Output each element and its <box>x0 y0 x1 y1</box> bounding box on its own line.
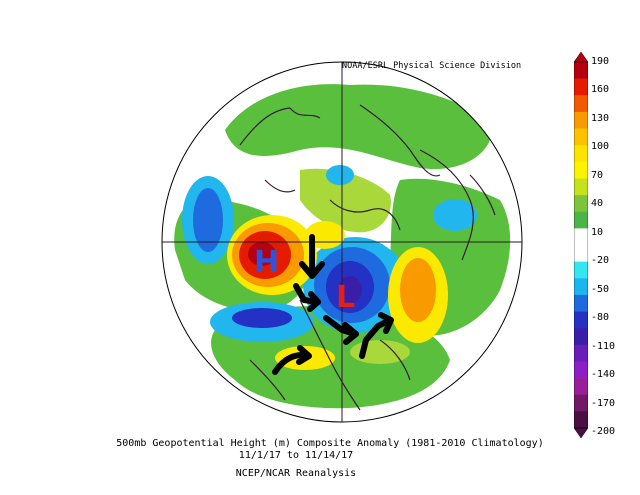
colorbar-cell <box>574 261 588 279</box>
colorbar-top-arrow <box>574 52 588 63</box>
colorbar-cell <box>574 245 588 262</box>
anomaly-blue-southwest-core <box>232 308 292 328</box>
colorbar-cell <box>574 178 588 196</box>
anomaly-blue-north <box>326 165 354 185</box>
caption-source: NCEP/NCAR Reanalysis <box>235 468 357 479</box>
low-label: L <box>336 280 355 315</box>
colorbar-cell <box>574 228 588 246</box>
colorbar-tick-label: -80 <box>591 312 610 324</box>
anomaly-low-center <box>338 276 362 304</box>
anomaly-lightgreen-center <box>300 168 391 233</box>
colorbar-cell <box>574 111 588 129</box>
arrow-southwest-curve <box>293 283 321 305</box>
colorbar-tick-label: 190 <box>591 56 610 67</box>
arrow-east-rise-head <box>378 312 394 334</box>
arrow-east-rise <box>359 317 393 359</box>
colorbar-cell <box>574 378 588 396</box>
arrow-north-to-south-head <box>299 261 325 279</box>
colorbar-cell <box>574 62 588 79</box>
colorbar-cell <box>574 128 588 146</box>
credit-text: NOAA/ESRL Physical Science Division <box>342 61 522 71</box>
colorbar-cell <box>574 161 588 179</box>
colorbar-tick-label: -50 <box>591 283 610 295</box>
colorbar-cell <box>574 78 588 96</box>
colorbar-cell <box>574 328 588 346</box>
arrow-southwest-curve-head <box>307 291 321 312</box>
colorbar-cell <box>574 278 588 296</box>
anomaly-east-ridge-core <box>400 258 436 322</box>
colorbar-cell <box>574 95 588 113</box>
colorbar-tick-label: 70 <box>591 169 604 181</box>
colorbar-tick-label: -20 <box>591 255 610 267</box>
colorbar-cell <box>574 195 588 213</box>
colorbar-tick-label: 160 <box>591 84 610 96</box>
globe <box>162 62 522 422</box>
colorbar-cell <box>574 344 588 362</box>
colorbar-tick-label: 10 <box>591 226 604 238</box>
globe-outline <box>161 61 523 423</box>
colorbar-cell <box>574 311 588 329</box>
colorbar-tick-label: -140 <box>591 369 616 381</box>
colorbar-tick-label: -110 <box>591 340 616 352</box>
arrow-gulf-curve-head <box>342 322 359 345</box>
colorbar-tick-label: 130 <box>591 112 610 124</box>
colorbar-tick-label: 40 <box>591 198 604 210</box>
colorbar-cell <box>574 294 588 312</box>
flow-arrows <box>272 234 394 375</box>
colorbar <box>574 52 588 438</box>
anomaly-green-north <box>225 84 492 170</box>
colorbar-cell <box>574 145 588 163</box>
colorbar-cell <box>574 361 588 379</box>
high-label: H <box>254 245 279 280</box>
colorbar-cell <box>574 411 588 429</box>
anomaly-blue-northeast <box>433 199 477 231</box>
anomaly-blue-west-core <box>193 188 223 252</box>
caption-dates: 11/1/17 to 11/14/17 <box>238 450 354 461</box>
caption-title: 500mb Geopotential Height (m) Composite … <box>116 438 544 449</box>
colorbar-tick-label: -170 <box>591 397 616 409</box>
colorbar-cell <box>574 394 588 412</box>
colorbar-bottom-arrow <box>574 427 588 438</box>
colorbar-cell <box>574 211 588 229</box>
arrow-south-curve-head <box>296 345 312 365</box>
anomaly-high-center <box>248 242 276 266</box>
colorbar-tick-label: -200 <box>591 426 616 437</box>
colorbar-tick-label: 100 <box>591 141 610 153</box>
